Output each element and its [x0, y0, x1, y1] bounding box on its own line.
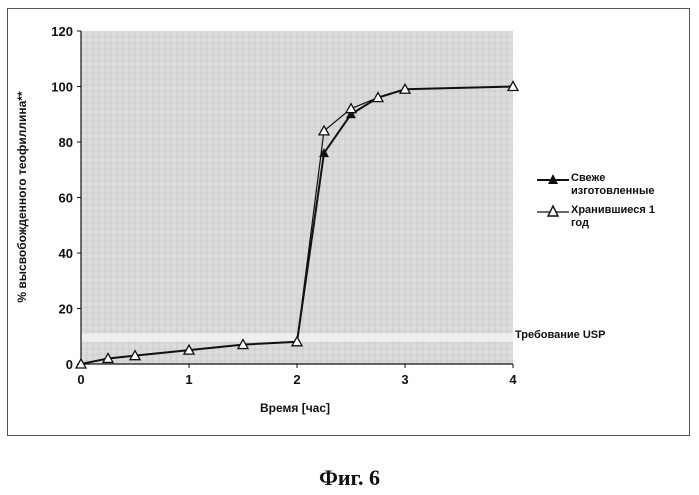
- y-tick-label: 60: [59, 191, 73, 206]
- y-tick-label: 40: [59, 246, 73, 261]
- legend-label-stored: Хранившиеся 1 год: [571, 204, 655, 230]
- legend: Свеже изготовленные Хранившиеся 1 год: [535, 172, 655, 236]
- legend-label-fresh: Свеже изготовленные: [571, 172, 655, 198]
- usp-requirement-label: Требование USP: [515, 329, 605, 341]
- filled-triangle-icon: [535, 172, 571, 186]
- y-tick-label: 20: [59, 302, 73, 317]
- open-triangle-icon: [535, 204, 571, 218]
- legend-item-stored: Хранившиеся 1 год: [535, 204, 655, 230]
- y-axis-label: % высвобожденного теофиллина**: [15, 91, 29, 303]
- x-tick-label: 4: [509, 372, 517, 387]
- y-tick-label: 80: [59, 135, 73, 150]
- x-axis-label: Время [час]: [260, 401, 330, 415]
- y-tick-label: 0: [66, 357, 73, 372]
- legend-item-fresh: Свеже изготовленные: [535, 172, 655, 198]
- x-tick-label: 3: [401, 372, 408, 387]
- x-tick-label: 2: [293, 372, 300, 387]
- y-tick-label: 100: [51, 80, 73, 95]
- figure-caption: Фиг. 6: [0, 465, 699, 491]
- y-tick-label: 120: [51, 24, 73, 39]
- x-tick-label: 0: [77, 372, 84, 387]
- x-tick-label: 1: [185, 372, 192, 387]
